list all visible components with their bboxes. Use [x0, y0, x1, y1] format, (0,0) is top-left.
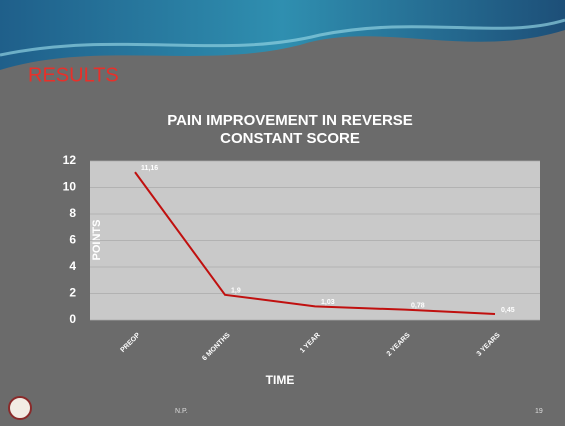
- line: [134, 171, 496, 316]
- y-tick-label: 12: [63, 153, 77, 167]
- y-tick-label: 0: [69, 312, 76, 326]
- x-axis-label: TIME: [266, 373, 295, 387]
- data-label: 0,78: [411, 303, 425, 310]
- logo: [8, 396, 32, 420]
- data-label: 0,45: [501, 307, 515, 314]
- data-label: 1,9: [231, 288, 241, 295]
- y-tick-label: 2: [69, 286, 76, 300]
- header-swoosh: [0, 18, 565, 57]
- chart-title: PAIN IMPROVEMENT IN REVERSE CONSTANT SCO…: [167, 112, 413, 147]
- footer: N.P.: [175, 408, 188, 415]
- data-label: 1,03: [321, 299, 335, 306]
- y-tick-label: 6: [69, 233, 76, 247]
- y-axis-label: POINTS: [91, 220, 103, 261]
- data-label: 11,16: [141, 165, 158, 172]
- y-tick-label: 8: [69, 206, 76, 220]
- y-tick-label: 4: [69, 259, 76, 273]
- y-tick-label: 10: [63, 180, 77, 194]
- header-wave: [0, 0, 565, 70]
- slide-heading: RESULTS: [28, 64, 119, 86]
- page-number: 19: [535, 408, 543, 415]
